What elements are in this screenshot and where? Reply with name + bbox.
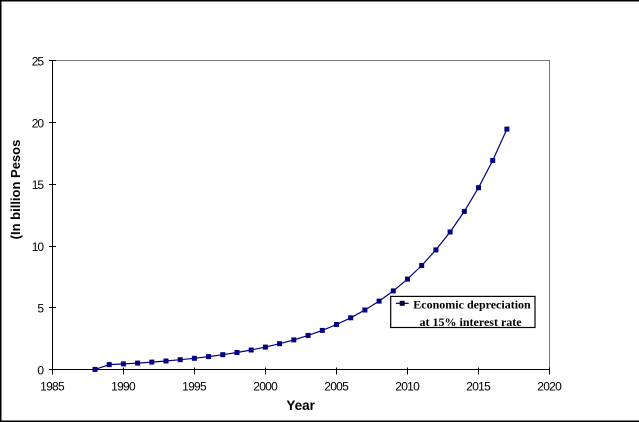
svg-text:2000: 2000 xyxy=(253,380,278,394)
svg-text:2005: 2005 xyxy=(324,380,349,394)
svg-text:Economic depreciation: Economic depreciation xyxy=(413,297,531,311)
svg-text:at 15% interest rate: at 15% interest rate xyxy=(420,315,523,329)
svg-text:1995: 1995 xyxy=(182,380,207,394)
svg-text:20: 20 xyxy=(32,116,45,130)
svg-text:2020: 2020 xyxy=(537,380,562,394)
svg-text:1990: 1990 xyxy=(111,380,136,394)
svg-text:15: 15 xyxy=(32,178,45,192)
svg-text:0: 0 xyxy=(37,364,44,378)
svg-text:(In billion Pesos: (In billion Pesos xyxy=(8,140,23,240)
svg-text:10: 10 xyxy=(32,240,45,254)
svg-text:5: 5 xyxy=(37,302,44,316)
svg-text:Year: Year xyxy=(286,398,315,413)
svg-text:25: 25 xyxy=(32,55,45,69)
svg-text:1985: 1985 xyxy=(40,380,65,394)
svg-text:2015: 2015 xyxy=(466,380,491,394)
svg-text:2010: 2010 xyxy=(395,380,420,394)
